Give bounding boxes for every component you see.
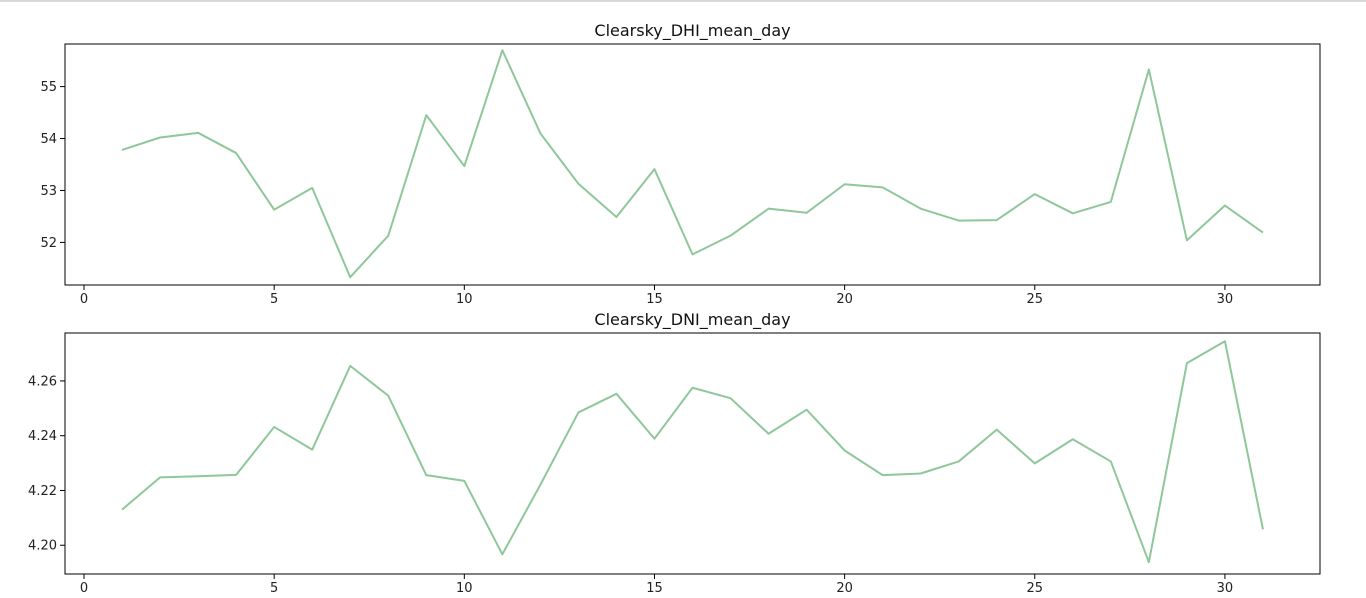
chart2-x-tick-label-0: 0 <box>80 581 88 596</box>
chart1-x-tick-label-5: 5 <box>270 292 278 307</box>
chart2-x-tick-label-20: 20 <box>836 581 853 596</box>
chart1-x-tick-label-20: 20 <box>836 292 853 307</box>
chart2-x-tick-label-10: 10 <box>456 581 473 596</box>
chart2-title: Clearsky_DNI_mean_day <box>594 310 790 330</box>
chart1-x-tick-label-25: 25 <box>1026 292 1043 307</box>
chart1-y-tick-label-54: 54 <box>40 132 57 147</box>
chart1-y-tick-label-55: 55 <box>40 80 57 95</box>
chart2-series-line <box>121 340 1264 564</box>
top-border <box>0 0 1366 2</box>
chart2-y-tick-label-4.22: 4.22 <box>28 484 57 499</box>
chart1-x-tick-label-15: 15 <box>646 292 663 307</box>
chart1-x-tick-label-0: 0 <box>80 292 88 307</box>
chart2-x-tick-label-15: 15 <box>646 581 663 596</box>
chart2-x-tick-label-25: 25 <box>1026 581 1043 596</box>
chart1-y-tick-label-53: 53 <box>40 184 57 199</box>
chart1-x-tick-label-10: 10 <box>456 292 473 307</box>
chart2-x-tick-label-30: 30 <box>1217 581 1234 596</box>
chart2-x-tick-label-5: 5 <box>270 581 278 596</box>
chart2-y-tick-label-4.2: 4.20 <box>28 539 57 554</box>
chart1-y-tick-label-52: 52 <box>40 236 57 251</box>
chart2-y-tick-label-4.24: 4.24 <box>28 429 57 444</box>
chart1-x-tick-label-30: 30 <box>1217 292 1234 307</box>
chart2-y-tick-label-4.26: 4.26 <box>28 374 57 389</box>
chart1-title: Clearsky_DHI_mean_day <box>594 21 790 41</box>
chart2-axes-frame <box>64 332 1321 575</box>
chart1-series-line <box>121 49 1264 279</box>
chart1-axes-frame <box>64 43 1321 286</box>
